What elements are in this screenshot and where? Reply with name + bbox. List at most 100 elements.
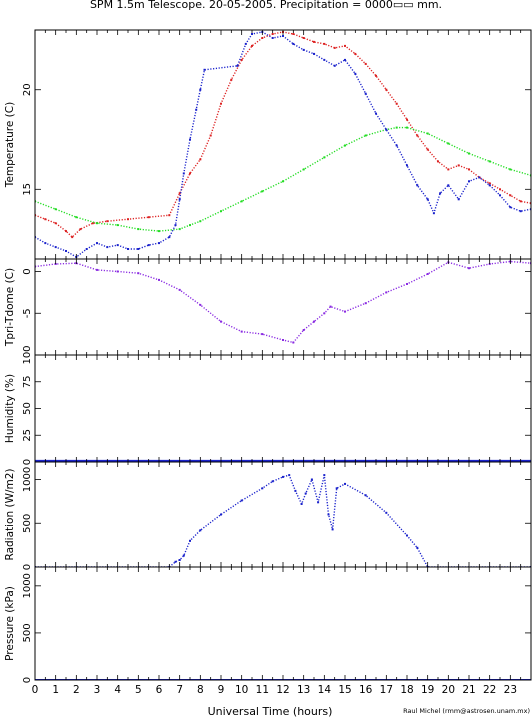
- data-point: [439, 192, 442, 195]
- data-point: [65, 250, 67, 252]
- data-point: [468, 180, 470, 183]
- data-point: [416, 184, 419, 187]
- data-point: [158, 278, 160, 281]
- x-tick-label: 19: [421, 684, 434, 696]
- data-point: [416, 546, 419, 549]
- x-tick-label: 4: [114, 684, 121, 696]
- data-point: [432, 212, 435, 215]
- data-point: [519, 200, 522, 203]
- data-point: [261, 333, 264, 336]
- y-axis-label: Radiation (W/m2): [4, 469, 16, 561]
- data-point: [178, 228, 181, 231]
- x-tick-label: 2: [73, 684, 80, 696]
- data-point: [327, 513, 330, 516]
- data-point: [509, 206, 512, 209]
- data-point: [385, 88, 388, 91]
- y-tick-label: 0: [22, 459, 33, 465]
- data-point: [199, 88, 202, 91]
- y-axis-label: Temperature (C): [4, 102, 16, 188]
- data-point: [323, 156, 326, 159]
- data-point: [96, 242, 98, 245]
- data-point: [168, 236, 171, 239]
- data-point: [385, 291, 388, 294]
- data-point: [209, 134, 212, 137]
- data-point: [288, 474, 291, 477]
- data-point: [127, 218, 129, 221]
- data-point: [478, 176, 481, 179]
- data-point: [488, 182, 491, 185]
- data-point: [292, 42, 295, 45]
- data-point: [54, 246, 57, 249]
- x-tick-label: 1: [52, 684, 59, 696]
- data-point: [282, 35, 284, 37]
- data-point: [395, 102, 398, 105]
- data-point: [178, 198, 181, 201]
- data-point: [137, 248, 140, 250]
- data-point: [426, 198, 429, 201]
- data-point: [178, 288, 181, 291]
- data-point: [344, 144, 346, 147]
- data-point: [364, 134, 367, 137]
- data-point: [468, 267, 470, 270]
- data-point: [189, 224, 191, 227]
- panel-frame: [34, 29, 532, 260]
- data-point: [488, 184, 491, 187]
- data-point: [240, 330, 243, 333]
- x-tick-label: 12: [276, 684, 289, 696]
- y-tick-label: 50: [22, 402, 33, 415]
- data-point: [468, 168, 470, 171]
- data-point: [335, 487, 338, 490]
- data-point: [203, 68, 206, 71]
- x-tick-label: 16: [359, 684, 373, 696]
- data-point: [364, 494, 367, 497]
- y-axis-label: Pressure (kPa): [4, 586, 16, 661]
- data-point: [199, 220, 202, 223]
- x-tick-label: 11: [256, 684, 269, 696]
- x-tick-label: 3: [94, 684, 101, 696]
- data-point: [354, 52, 357, 55]
- data-point: [344, 310, 346, 313]
- data-point: [271, 37, 274, 39]
- data-point: [329, 305, 332, 308]
- data-point: [302, 329, 305, 331]
- x-tick-label: 8: [197, 684, 204, 696]
- y-axis-label: Humidity (%): [4, 374, 16, 443]
- series-line-blue: [35, 474, 531, 567]
- data-point: [79, 228, 82, 231]
- panel-4: 0 500 1000 Pressure (kPa): [4, 566, 532, 683]
- data-point: [230, 78, 233, 81]
- panel-0: 15 20 Temperature (C): [4, 29, 532, 260]
- data-point: [447, 184, 450, 187]
- data-point: [333, 46, 336, 49]
- data-point: [302, 37, 305, 39]
- data-point: [416, 134, 419, 137]
- data-point: [236, 64, 239, 67]
- data-point: [271, 480, 274, 483]
- data-point: [240, 58, 243, 61]
- data-point: [178, 192, 181, 195]
- data-point: [147, 244, 150, 247]
- panel-1: -5 0 Tpri-Tdome (C): [4, 258, 532, 356]
- y-tick-label: 15: [22, 183, 33, 196]
- y-tick-label: -5: [22, 308, 33, 318]
- data-point: [199, 529, 202, 532]
- data-point: [75, 216, 78, 219]
- y-tick-label: 0: [22, 677, 33, 683]
- y-axis-label: Tpri-Tdome (C): [4, 268, 16, 347]
- series-line-green: [35, 126, 531, 232]
- data-point: [168, 214, 171, 217]
- data-point: [182, 554, 185, 557]
- data-point: [189, 138, 191, 141]
- x-tick-label: 23: [504, 684, 517, 696]
- data-point: [354, 72, 357, 75]
- data-point: [116, 244, 119, 247]
- data-point: [344, 482, 346, 485]
- data-point: [375, 112, 377, 115]
- data-point: [468, 152, 470, 155]
- x-tick-label: 18: [400, 684, 413, 696]
- data-point: [251, 44, 253, 47]
- data-point: [385, 128, 388, 131]
- data-point: [323, 474, 326, 477]
